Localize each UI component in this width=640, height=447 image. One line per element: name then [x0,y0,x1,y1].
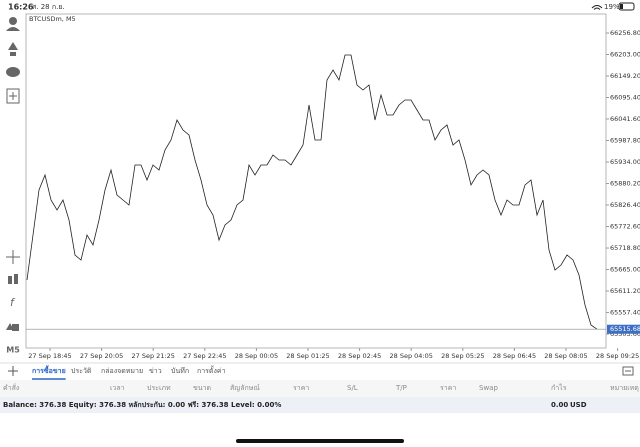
chat-icon[interactable] [6,67,20,77]
trade-icon[interactable] [8,42,18,56]
crosshair-icon[interactable] [6,250,20,264]
y-tick-label: 65880.20 [610,180,640,188]
column-header: ขนาด [193,384,211,392]
battery-level [620,4,623,9]
balance-row [0,397,640,413]
y-tick-label: 66095.40 [610,94,640,102]
column-header: S/L [347,384,358,392]
wifi-icon [591,5,603,10]
x-tick-label: 28 Sep 09:25 [596,352,639,360]
x-tick-label: 27 Sep 20:05 [80,352,123,360]
y-tick-label: 65718.80 [610,244,640,252]
battery-icon [618,2,635,11]
x-tick-label: 28 Sep 01:25 [286,352,329,360]
chart-title: BTCUSDm, M5 [29,15,76,23]
column-header: ราคา [440,384,456,392]
column-header: Swap [479,384,498,392]
account-icon-body [6,27,20,31]
y-tick-label: 65503.60 [610,330,640,338]
x-tick-label: 27 Sep 18:45 [28,352,71,360]
x-tick-label: 28 Sep 04:05 [390,352,433,360]
account-icon[interactable] [9,17,17,25]
column-headers: คำสั่ง เวลา ประเภท ขนาด สัญลักษณ์ ราคา S/L T/P ร… [3,383,639,392]
x-tick-label: 28 Sep 08:05 [544,352,587,360]
tab[interactable]: การซื้อขาย [32,364,66,375]
timeframe[interactable]: M5 [6,346,20,355]
add-icon[interactable] [6,88,20,104]
current-price-box [607,324,640,334]
toolbar: f M5 [6,17,20,355]
x-tick-label: 27 Sep 21:25 [132,352,175,360]
status-date: ส. 28 ก.ย. [32,3,65,11]
y-tick-label: 65772.60 [610,223,640,231]
column-header: สัญลักษณ์ [230,384,260,392]
x-tick-label: 28 Sep 02:45 [338,352,381,360]
column-header: ประเภท [147,384,171,392]
y-tick-label: 65987.80 [610,137,640,145]
tab[interactable]: การตั้งค่า [197,364,226,375]
objects-icon[interactable] [6,323,19,331]
chart-frame [25,13,607,349]
column-header: ราคา [293,384,309,392]
current-price-label: 65515.68 [610,325,640,333]
y-tick-label: 65665.00 [610,266,640,274]
tab[interactable]: กล่องจดหมาย [101,367,143,375]
x-tick-label: 28 Sep 05:25 [441,352,484,360]
y-tick-label: 66203.00 [610,50,640,58]
x-tick-label: 27 Sep 22:45 [183,352,226,360]
price-line [26,54,598,330]
column-header: หมายเหตุ [610,384,639,392]
tab-bar: การซื้อขาย ประวัติ กล่องจดหมาย ข่าว บันทึก กา… [32,364,226,380]
column-header-row [0,380,640,397]
x-tick-label: 28 Sep 06:45 [493,352,536,360]
panel-icon[interactable] [622,366,634,376]
indicator-icon[interactable]: f [10,296,16,309]
y-tick-label: 65611.20 [610,287,640,295]
y-tick-label: 65826.40 [610,201,640,209]
tab[interactable]: ข่าว [149,367,162,375]
x-tick-label: 28 Sep 00:05 [235,352,278,360]
column-header: เวลา [110,384,125,392]
new-order-button[interactable] [8,366,18,376]
candle-icon[interactable] [8,274,18,284]
y-tick-label: 66041.60 [610,115,640,123]
chart: 66256.80 66203.00 66149.20 66095.40 66041.60… [26,29,640,360]
y-tick-label: 66256.80 [610,29,640,37]
status-time: 16:26 [8,3,34,12]
balance-profit: 0.00 [551,401,568,409]
column-header: คำสั่ง [3,383,19,392]
tab[interactable]: ประวัติ [71,367,92,375]
add-icon-plus [9,92,17,100]
home-indicator [236,439,404,443]
column-header: กำไร [551,383,567,392]
column-header: T/P [395,384,407,392]
y-tick-label: 65934.00 [610,158,640,166]
status-battery: 19% [604,3,620,11]
y-tick-label: 66149.20 [610,72,640,80]
balance-currency: USD [570,401,587,409]
y-tick-label: 65557.40 [610,309,640,317]
balance-text: Balance: 376.38 Equity: 376.38 หลักประกั… [3,401,281,409]
tab[interactable]: บันทึก [171,366,189,375]
